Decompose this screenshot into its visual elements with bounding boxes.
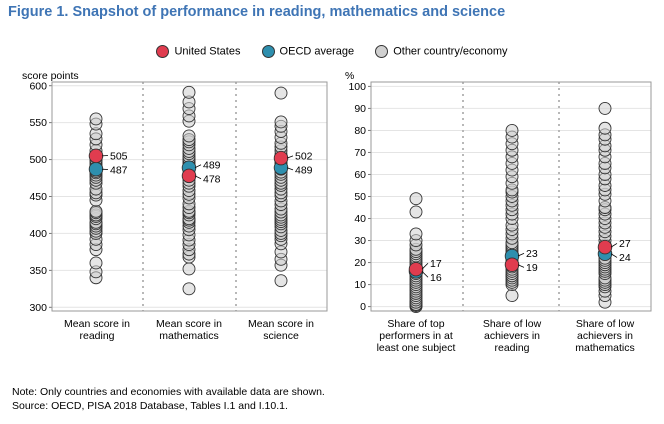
y-tick-label-0-300: 300 (29, 302, 47, 314)
point-other-0-1-44 (182, 85, 196, 99)
point-oecd-average-0-0 (88, 161, 104, 177)
point-other-1-1-42 (505, 123, 519, 137)
value-leader-united-states-0-1 (194, 175, 202, 180)
value-label-united-states-0-1: 478 (203, 174, 221, 186)
point-united-states-0-0 (88, 148, 104, 164)
legend-label-oecd-average: OECD average (279, 45, 355, 58)
y-tick-label-1-100: 100 (348, 81, 366, 93)
value-leader-oecd-average-1-1 (517, 252, 525, 257)
y-tick-label-0-400: 400 (29, 228, 47, 240)
point-united-states-0-2 (273, 150, 289, 166)
y-tick-label-1-40: 40 (354, 213, 366, 225)
y-tick-label-1-20: 20 (354, 257, 366, 269)
y-tick-label-1-10: 10 (354, 279, 366, 291)
point-other-0-0-40 (89, 112, 103, 126)
legend-label-united-states: United States (174, 45, 241, 58)
point-other-1-0-33 (409, 192, 423, 206)
point-other-1-2-43 (598, 121, 612, 135)
y-tick-label-0-550: 550 (29, 117, 47, 129)
left-y-axis-label: score points (22, 70, 79, 82)
left-category-label-mathematics: Mean score in mathematics (156, 318, 222, 342)
note-text: Note: Only countries and economies with … (12, 386, 325, 398)
footnote: Note: Only countries and economies with … (12, 385, 325, 413)
point-other-1-2-44 (598, 101, 612, 115)
value-label-oecd-average-1-0: 16 (430, 272, 442, 284)
right-category-label-top-performers: Share of top performers in at least one … (376, 318, 456, 354)
value-leader-oecd-average-1-2 (610, 253, 618, 258)
point-united-states-0-1 (181, 168, 197, 184)
point-other-1-0-32 (409, 205, 423, 219)
right-category-label-low-mathematics: Share of low achievers in mathematics (575, 318, 635, 354)
y-tick-label-1-50: 50 (354, 191, 366, 203)
legend-item-united-states: United States (156, 45, 240, 58)
legend-swatch-united-states (156, 45, 170, 58)
value-label-oecd-average-1-1: 23 (526, 248, 538, 260)
legend-swatch-other (375, 45, 389, 58)
y-tick-label-0-500: 500 (29, 154, 47, 166)
value-label-oecd-average-0-2: 489 (295, 165, 313, 177)
point-other-0-2-0 (274, 274, 288, 288)
point-other-0-1-1 (182, 262, 196, 276)
y-tick-label-0-600: 600 (29, 80, 47, 92)
value-leader-united-states-1-2 (610, 243, 618, 248)
value-leader-oecd-average-1-0 (421, 271, 429, 278)
value-leader-oecd-average-0-2 (286, 167, 294, 171)
value-leader-united-states-0-2 (286, 155, 294, 159)
point-united-states-1-1 (504, 257, 520, 273)
figure-title: Figure 1. Snapshot of performance in rea… (8, 4, 506, 20)
value-label-united-states-1-0: 17 (430, 258, 442, 270)
value-leader-united-states-1-0 (421, 262, 429, 270)
y-tick-label-1-0: 0 (360, 301, 366, 313)
y-tick-label-1-80: 80 (354, 125, 366, 137)
point-other-0-1-0 (182, 282, 196, 296)
y-tick-label-0-350: 350 (29, 265, 47, 277)
y-tick-label-1-70: 70 (354, 147, 366, 159)
value-label-united-states-1-2: 27 (619, 238, 631, 250)
source-text: Source: OECD, PISA 2018 Database, Tables… (12, 400, 288, 412)
value-label-oecd-average-0-0: 487 (110, 164, 128, 176)
left-category-label-science: Mean score in science (248, 318, 314, 342)
y-tick-label-1-60: 60 (354, 169, 366, 181)
value-label-oecd-average-1-2: 24 (619, 252, 631, 264)
legend: United States OECD average Other country… (0, 45, 664, 58)
value-label-united-states-1-1: 19 (526, 262, 538, 274)
right-category-label-low-reading: Share of low achievers in reading (482, 318, 542, 354)
y-tick-label-1-30: 30 (354, 235, 366, 247)
value-label-oecd-average-0-1: 489 (203, 160, 221, 172)
point-other-0-2-42 (274, 115, 288, 129)
legend-label-other: Other country/economy (393, 45, 508, 58)
legend-swatch-oecd-average (261, 45, 275, 58)
y-tick-label-0-450: 450 (29, 191, 47, 203)
legend-item-other: Other country/economy (375, 45, 508, 58)
point-other-1-1-0 (505, 289, 519, 303)
left-category-label-reading: Mean score in reading (64, 318, 130, 342)
point-other-0-1-39 (182, 129, 196, 143)
point-united-states-1-0 (408, 261, 424, 277)
legend-item-oecd-average: OECD average (261, 45, 355, 58)
y-tick-label-1-90: 90 (354, 103, 366, 115)
value-leader-oecd-average-0-1 (194, 164, 202, 169)
plot-frame-0 (51, 81, 328, 312)
right-y-axis-label: % (345, 70, 355, 82)
plot-frame-1 (370, 81, 652, 312)
value-label-united-states-0-2: 502 (295, 151, 313, 163)
point-other-0-0-2 (89, 256, 103, 270)
point-other-0-0-16 (89, 204, 103, 218)
value-label-united-states-0-0: 505 (110, 150, 128, 162)
point-united-states-1-2 (597, 239, 613, 255)
point-other-1-0-31 (409, 227, 423, 241)
value-leader-united-states-1-1 (517, 264, 525, 268)
point-other-0-2-43 (274, 86, 288, 100)
